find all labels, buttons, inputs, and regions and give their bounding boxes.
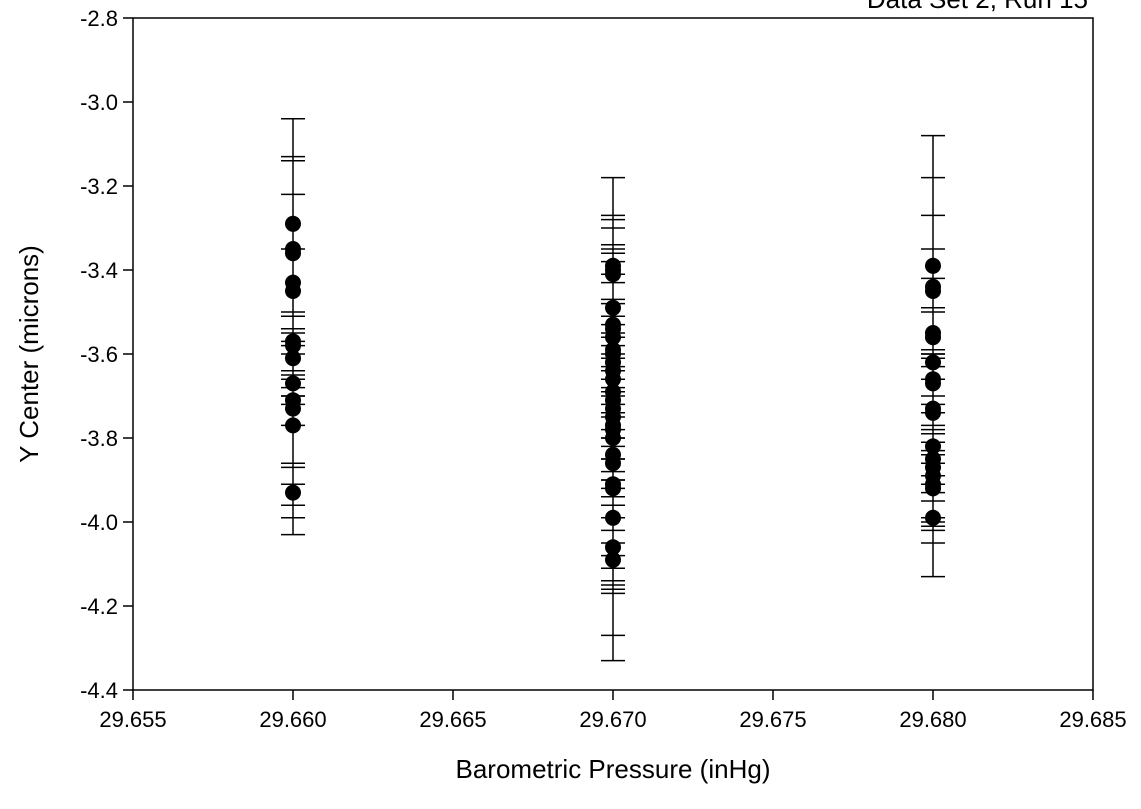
y-tick-label: -3.0	[80, 90, 118, 115]
data-point	[605, 551, 621, 568]
data-point	[605, 329, 621, 346]
data-point	[605, 266, 621, 283]
x-tick-label: 29.655	[99, 707, 166, 732]
y-axis: -2.8 -3.0 -3.2 -3.4 -3.6 -3.8 -4.0 -4.2 -4.4	[80, 6, 133, 703]
x-tick-label: 29.660	[259, 707, 326, 732]
y-tick-label: -3.2	[80, 174, 118, 199]
y-tick-label: -2.8	[80, 6, 118, 31]
data-point	[925, 283, 941, 299]
chart-title: Data Set 2, Run 15	[867, 0, 1088, 14]
data-point	[925, 509, 941, 526]
data-point	[285, 375, 301, 392]
pressure-group-2	[921, 134, 945, 578]
y-tick-label: -3.8	[80, 426, 118, 451]
data-point	[925, 257, 941, 274]
data-point	[285, 400, 301, 417]
y-tick-label: -3.6	[80, 342, 118, 367]
data-point	[925, 329, 941, 346]
y-tick-label: -3.4	[80, 258, 118, 283]
data-point	[925, 375, 941, 392]
data-point	[925, 404, 941, 421]
y-axis-title: Y Center (microns)	[14, 245, 44, 463]
x-axis-title: Barometric Pressure (inHg)	[456, 754, 771, 784]
pressure-group-0	[281, 118, 305, 536]
data-point	[605, 480, 621, 497]
data-point	[285, 215, 301, 232]
pressure-group-1	[601, 176, 625, 662]
data-point	[605, 539, 621, 556]
x-tick-label: 29.680	[899, 707, 966, 732]
data-point	[285, 337, 301, 354]
data-point	[285, 417, 301, 434]
x-axis: 29.655 29.660 29.665 29.670 29.675 29.680 29.6…	[99, 690, 1127, 732]
data-point	[925, 438, 941, 455]
x-tick-label: 29.670	[579, 707, 646, 732]
y-tick-label: -4.0	[80, 510, 118, 535]
data-point	[285, 350, 301, 367]
data-point	[605, 430, 621, 446]
data-point	[925, 480, 941, 497]
x-tick-label: 29.675	[739, 707, 806, 732]
data-point	[285, 245, 301, 262]
data-point	[605, 455, 621, 472]
x-tick-label: 29.685	[1059, 707, 1126, 732]
y-tick-label: -4.2	[80, 594, 118, 619]
data-point	[285, 283, 301, 299]
data-series	[281, 118, 945, 662]
data-point	[605, 371, 621, 388]
data-point	[605, 299, 621, 316]
data-point	[925, 354, 941, 371]
x-tick-label: 29.665	[419, 707, 486, 732]
y-tick-label: -4.4	[80, 678, 118, 703]
data-point	[605, 509, 621, 526]
data-point	[285, 484, 301, 501]
